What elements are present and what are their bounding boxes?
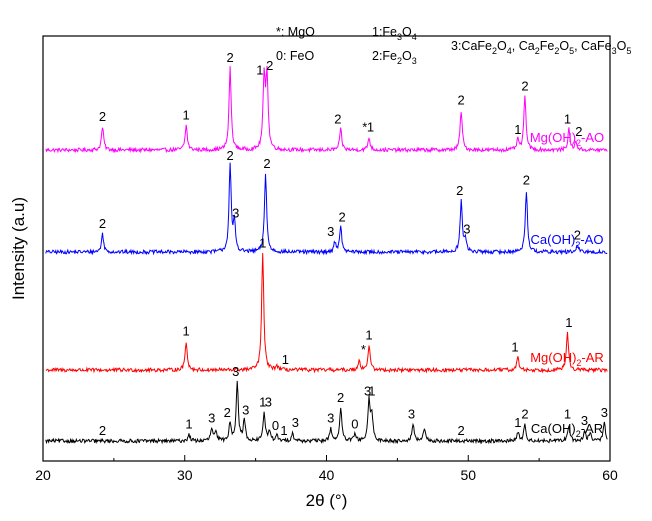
- phase-legend: *: MgO 1:Fe3O4 0: FeO 2:Fe2O3 3:CaFe2O4,…: [276, 25, 631, 66]
- peak-annotation: 1: [183, 323, 190, 338]
- x-axis-label: 2θ (°): [306, 491, 348, 510]
- peak-annotation: 3: [327, 411, 334, 426]
- peak-annotation: 1: [365, 327, 372, 342]
- peak-annotation: 1: [185, 416, 192, 431]
- peak-annotation: 1: [564, 112, 571, 127]
- x-tick-label: 30: [177, 467, 193, 483]
- plot-area: 2 121 22* 121212Mg(OH)2-AO2232322322Ca(OH)2…: [45, 50, 608, 445]
- series-label: Ca(OH)2-AO: [531, 232, 604, 250]
- peak-annotation: 3: [601, 405, 608, 420]
- peak-annotation: 1: [511, 340, 518, 355]
- peak-annotation: 3: [364, 384, 371, 399]
- peak-annotation: 1: [368, 384, 375, 399]
- series-line: [45, 65, 608, 154]
- peak-annotation: 1: [367, 120, 374, 135]
- peak-annotation: 3: [265, 394, 272, 409]
- x-tick-label: 40: [319, 467, 335, 483]
- peak-annotation: 3: [242, 403, 249, 418]
- peak-annotation: 3: [327, 224, 334, 239]
- y-axis-label: Intensity (a.u): [9, 197, 28, 300]
- peak-annotation: 2: [575, 124, 582, 139]
- x-tick-label: 20: [35, 467, 51, 483]
- peak-annotation: 3: [292, 415, 299, 430]
- legend-fe2o3: 2:Fe2O3: [372, 49, 417, 66]
- series-label: Ca(OH)2-AR: [531, 421, 603, 439]
- legend-mgo: *: MgO: [276, 25, 315, 39]
- peak-annotation: 2: [337, 390, 344, 405]
- peak-annotation: 2: [99, 109, 106, 124]
- legend-feo: 0: FeO: [276, 49, 314, 63]
- peak-annotation: 3: [232, 205, 239, 220]
- peak-annotation: 3: [581, 413, 588, 428]
- peak-annotation: 3: [232, 364, 239, 379]
- peak-annotation: 2: [521, 407, 528, 422]
- peak-annotation: 2: [523, 173, 530, 188]
- peak-annotation: 3: [463, 222, 470, 237]
- peak-annotation: 2: [458, 423, 465, 438]
- series-line: [45, 162, 608, 256]
- peak-annotation: 1: [564, 407, 571, 422]
- peak-annotation: 2: [224, 405, 231, 420]
- peak-annotation: 2: [266, 58, 273, 73]
- peak-annotation: 2: [334, 112, 341, 127]
- peak-annotation: *: [362, 120, 367, 135]
- peak-annotation: 0: [272, 418, 279, 433]
- peak-annotation: 1: [256, 62, 263, 77]
- peak-annotation: 1: [514, 122, 521, 137]
- peak-annotation: 1: [282, 352, 289, 367]
- series-label: Mg(OH)2-AO: [530, 130, 604, 148]
- peak-annotation: 1: [514, 415, 521, 430]
- peak-annotation: 2: [263, 156, 270, 171]
- peak-annotation: 1: [259, 236, 266, 251]
- x-tick-label: 60: [602, 467, 618, 483]
- series-label: Mg(OH)2-AR: [530, 350, 604, 368]
- legend-ca-ferrites: 3:CaFe2O4, Ca2Fe2O5, CaFe3O5: [451, 39, 631, 56]
- peak-annotation: 3: [408, 407, 415, 422]
- peak-annotation: 1: [280, 423, 287, 438]
- peak-annotation: 2: [458, 93, 465, 108]
- series-line: [45, 252, 608, 374]
- peak-annotation: 1: [565, 315, 572, 330]
- peak-annotation: 1: [259, 394, 266, 409]
- peak-annotation: 3: [208, 411, 215, 426]
- peak-annotation: 2: [456, 183, 463, 198]
- series-line: [45, 380, 608, 445]
- x-tick-label: 50: [460, 467, 476, 483]
- peak-annotation: 1: [183, 107, 190, 122]
- peak-annotation: 2: [521, 79, 528, 94]
- peak-annotation: 2: [226, 148, 233, 163]
- peak-annotation: 2: [99, 423, 106, 438]
- peak-annotation: 2: [574, 227, 581, 242]
- peak-annotation: 2: [338, 209, 345, 224]
- legend-fe3o4: 1:Fe3O4: [372, 25, 417, 42]
- peak-annotation: 2: [226, 50, 233, 65]
- peak-annotation: 0: [351, 416, 358, 431]
- peak-annotation: 2: [99, 216, 106, 231]
- peak-annotation: *: [361, 342, 366, 357]
